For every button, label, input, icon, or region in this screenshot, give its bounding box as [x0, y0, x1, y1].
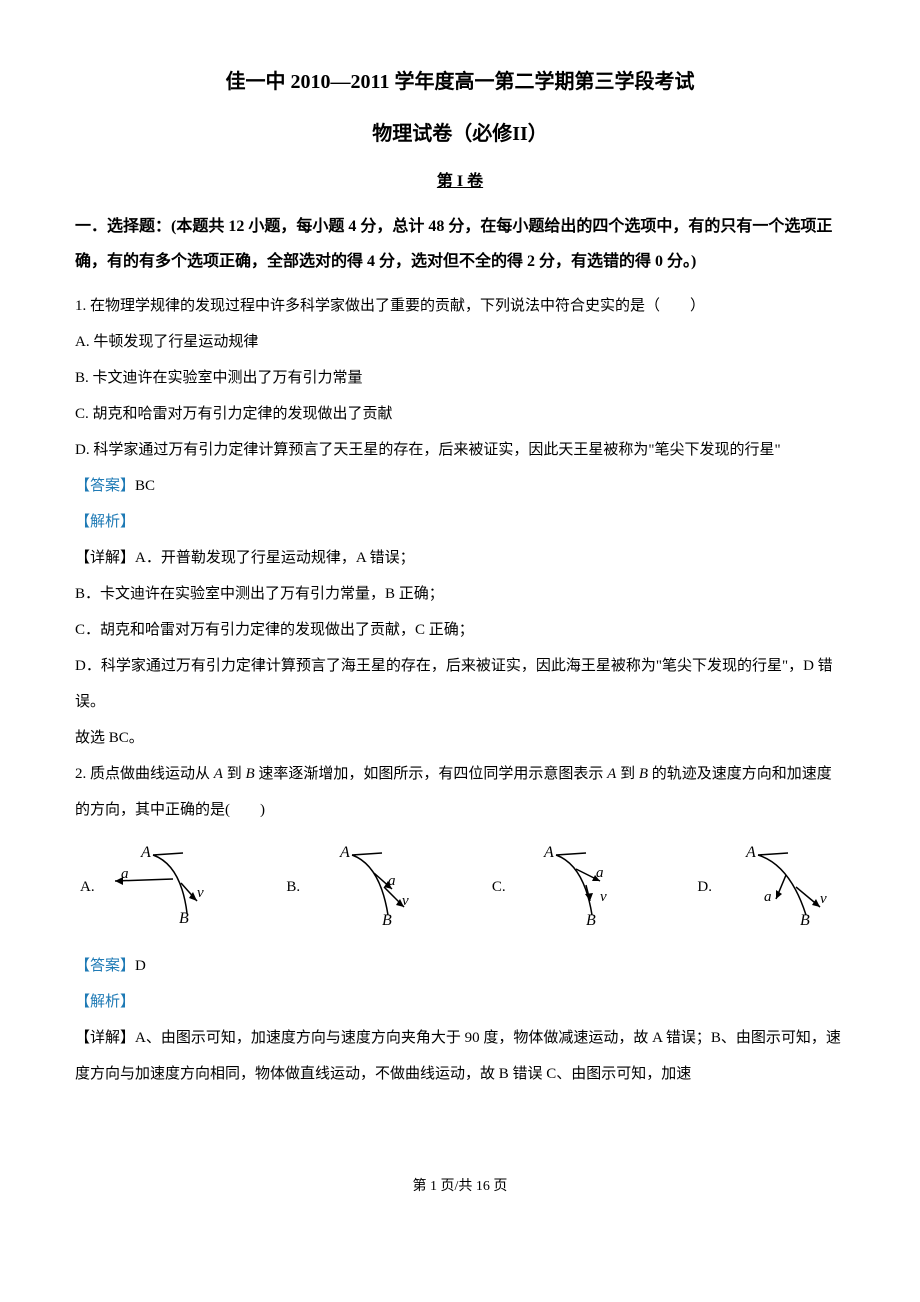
label-v: v: [197, 885, 204, 901]
q2-stem-p3: 速率逐渐增加，如图所示，有四位同学用示意图表示: [255, 766, 608, 782]
q1-option-d: D. 科学家通过万有引力定律计算预言了天王星的存在，后来被证实，因此天王星被称为…: [75, 432, 845, 468]
q2-figures: A. A a B v B. A a B v C.: [75, 843, 845, 933]
q1-analysis-label: 【解析】: [75, 504, 845, 540]
exam-subtitle: 物理试卷（必修II）: [75, 112, 845, 156]
label-A: A: [140, 844, 151, 861]
figure-a: A. A a B v: [80, 843, 223, 933]
figure-c-label: C.: [492, 871, 506, 904]
q2-analysis-label: 【解析】: [75, 984, 845, 1020]
q1-conclusion: 故选 BC。: [75, 720, 845, 756]
q2-stem-b2: B: [639, 766, 648, 782]
volume-label: 第 I 卷: [75, 164, 845, 199]
q1-answer: 【答案】BC: [75, 468, 845, 504]
figure-c-svg: A a B v: [514, 843, 634, 933]
figure-b-label: B.: [286, 871, 300, 904]
label-B: B: [800, 912, 810, 929]
detail-label: 【详解】: [75, 1030, 135, 1046]
figure-b: B. A a B v: [286, 843, 428, 933]
answer-label: 【答案】: [75, 958, 135, 974]
label-A: A: [339, 844, 350, 861]
q2-stem-p2: 到: [223, 766, 246, 782]
detail-text: A、由图示可知，加速度方向与速度方向夹角大于 90 度，物体做减速运动，故 A …: [75, 1030, 841, 1082]
figure-b-svg: A a B v: [308, 843, 428, 933]
q2-stem: 2. 质点做曲线运动从 A 到 B 速率逐渐增加，如图所示，有四位同学用示意图表…: [75, 756, 845, 828]
figure-d-label: D.: [697, 871, 712, 904]
q2-stem-p1: 2. 质点做曲线运动从: [75, 766, 214, 782]
label-v: v: [820, 891, 827, 907]
q2-stem-b: B: [245, 766, 254, 782]
figure-c: C. A a B v: [492, 843, 634, 933]
label-B: B: [382, 912, 392, 929]
q2-stem-a2: A: [607, 766, 616, 782]
label-B: B: [586, 912, 596, 929]
q1-option-b: B. 卡文迪许在实验室中测出了万有引力常量: [75, 360, 845, 396]
q1-detail-d: D．科学家通过万有引力定律计算预言了海王星的存在，后来被证实，因此海王星被称为"…: [75, 648, 845, 720]
q1-option-a: A. 牛顿发现了行星运动规律: [75, 324, 845, 360]
q1-option-c: C. 胡克和哈雷对万有引力定律的发现做出了贡献: [75, 396, 845, 432]
q1-detail-c: C．胡克和哈雷对万有引力定律的发现做出了贡献，C 正确；: [75, 612, 845, 648]
q2-detail: 【详解】A、由图示可知，加速度方向与速度方向夹角大于 90 度，物体做减速运动，…: [75, 1020, 845, 1092]
figure-a-svg: A a B v: [103, 843, 223, 933]
section-instructions: 一．选择题：(本题共 12 小题，每小题 4 分，总计 48 分，在每小题给出的…: [75, 209, 845, 279]
q2-stem-p4: 到: [616, 766, 639, 782]
answer-value: D: [135, 958, 146, 974]
q1-detail-b: B．卡文迪许在实验室中测出了万有引力常量，B 正确；: [75, 576, 845, 612]
detail-label: 【详解】: [75, 550, 135, 566]
q2-answer: 【答案】D: [75, 948, 845, 984]
exam-title: 佳一中 2010—2011 学年度高一第二学期第三学段考试: [75, 60, 845, 104]
figure-a-label: A.: [80, 871, 95, 904]
figure-d: D. A a B v: [697, 843, 840, 933]
detail-text-a: A．开普勒发现了行星运动规律，A 错误；: [135, 550, 415, 566]
answer-label: 【答案】: [75, 478, 135, 494]
label-a: a: [764, 889, 772, 905]
label-A: A: [543, 844, 554, 861]
answer-value: BC: [135, 478, 155, 494]
label-A: A: [745, 844, 756, 861]
page-footer: 第 1 页/共 16 页: [75, 1172, 845, 1203]
figure-d-svg: A a B v: [720, 843, 840, 933]
label-v: v: [600, 889, 607, 905]
q2-stem-a: A: [214, 766, 223, 782]
q1-stem: 1. 在物理学规律的发现过程中许多科学家做出了重要的贡献，下列说法中符合史实的是…: [75, 288, 845, 324]
q1-detail-a: 【详解】A．开普勒发现了行星运动规律，A 错误；: [75, 540, 845, 576]
